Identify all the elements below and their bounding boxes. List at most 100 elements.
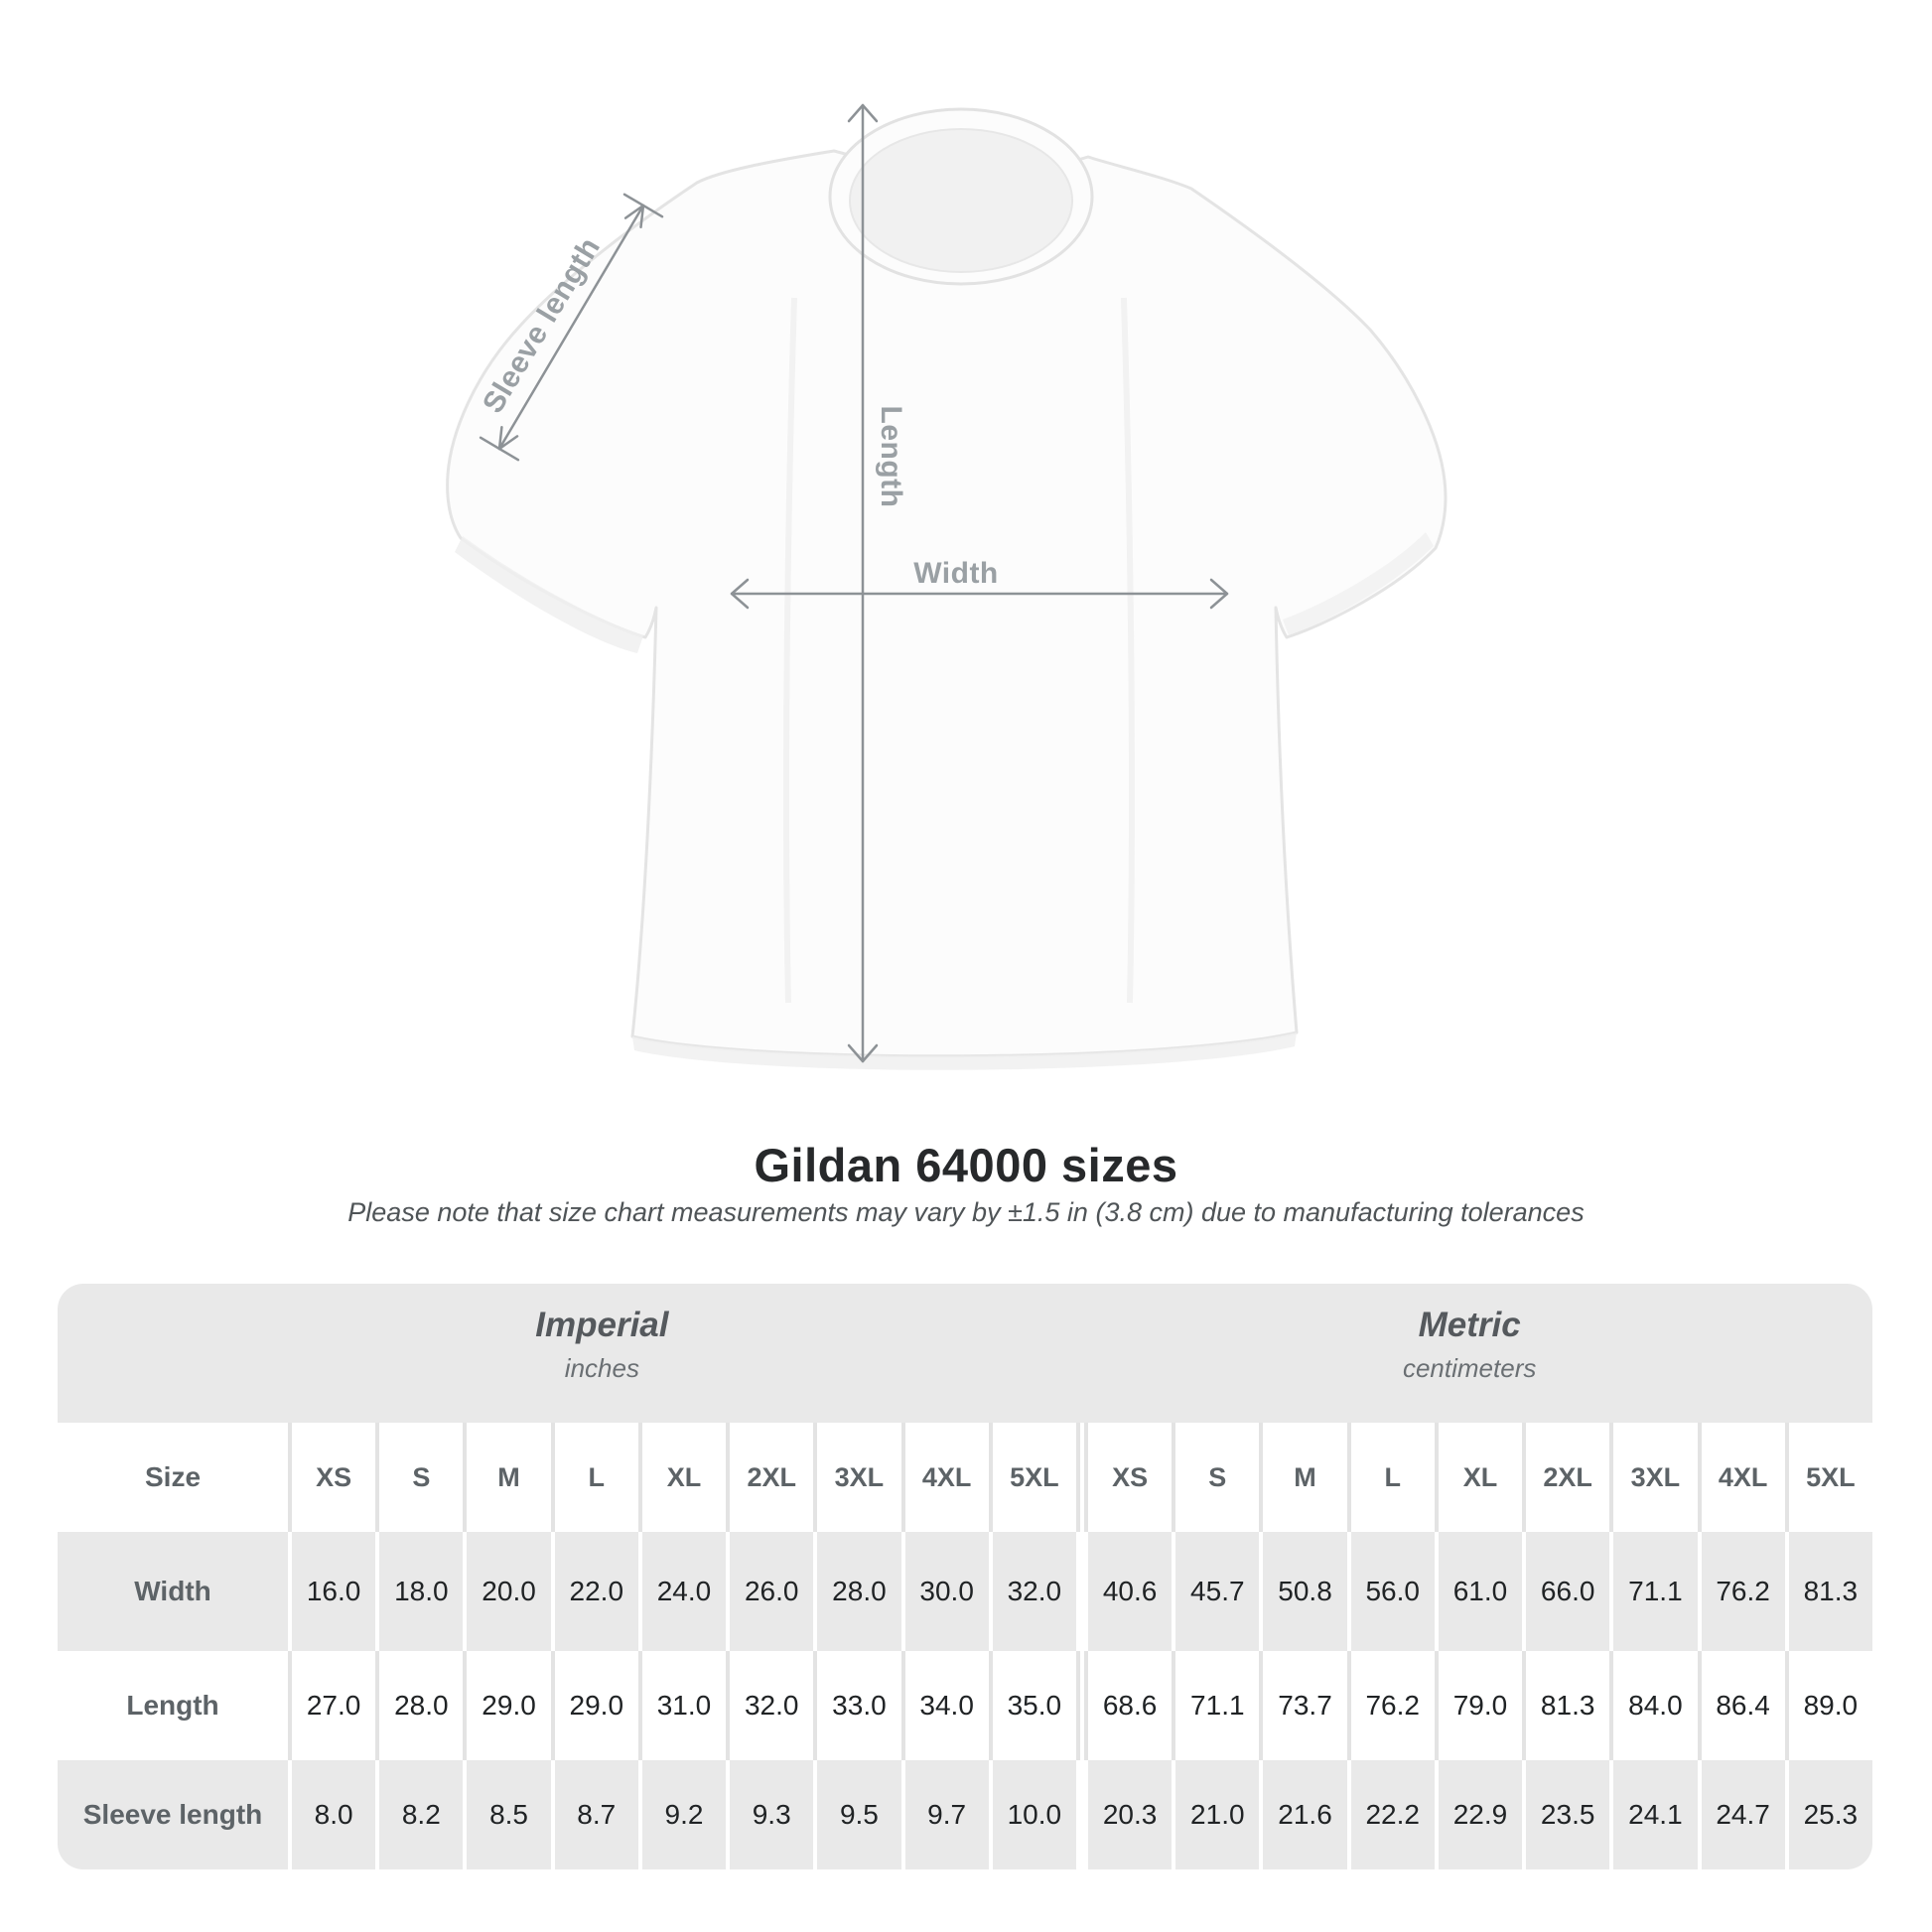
value-cell: 81.3 xyxy=(1526,1651,1610,1760)
value-cell: 18.0 xyxy=(379,1532,464,1651)
size-header-cell: 2XL xyxy=(730,1423,814,1532)
size-table: Imperial inches Metric centimeters Size X… xyxy=(58,1284,1872,1869)
size-header-cell: S xyxy=(379,1423,464,1532)
value-cell: 22.9 xyxy=(1438,1760,1523,1869)
group-divider xyxy=(1079,1760,1084,1869)
value-cell: 35.0 xyxy=(992,1651,1076,1760)
value-cell: 33.0 xyxy=(817,1651,901,1760)
value-cell: 21.0 xyxy=(1175,1760,1260,1869)
size-header-cell: 5XL xyxy=(992,1423,1076,1532)
width-label: Width xyxy=(913,557,999,590)
value-cell: 8.2 xyxy=(379,1760,464,1869)
value-cell: 40.6 xyxy=(1087,1532,1173,1651)
page-title: Gildan 64000 sizes xyxy=(754,1139,1178,1191)
metric-unit: centimeters xyxy=(1402,1353,1537,1383)
value-cell: 29.0 xyxy=(554,1651,638,1760)
value-cell: 26.0 xyxy=(730,1532,814,1651)
value-cell: 29.0 xyxy=(467,1651,551,1760)
value-cell: 73.7 xyxy=(1263,1651,1347,1760)
group-divider xyxy=(1079,1651,1084,1760)
size-header-cell: 4XL xyxy=(904,1423,989,1532)
value-cell: 8.5 xyxy=(467,1760,551,1869)
value-cell: 9.7 xyxy=(904,1760,989,1869)
size-column-label: Size xyxy=(58,1423,288,1532)
group-divider xyxy=(1079,1532,1084,1651)
table-header-row: Size XS S M L XL 2XL 3XL 4XL 5XL XS S M L XL 2XL 3XL 4XL 5… xyxy=(58,1423,1872,1532)
value-cell: 23.5 xyxy=(1526,1760,1610,1869)
value-cell: 66.0 xyxy=(1526,1532,1610,1651)
value-cell: 8.7 xyxy=(554,1760,638,1869)
value-cell: 9.5 xyxy=(817,1760,901,1869)
value-cell: 20.3 xyxy=(1087,1760,1173,1869)
value-cell: 28.0 xyxy=(817,1532,901,1651)
metric-header: Metric centimeters xyxy=(1403,1306,1536,1384)
size-header-cell: XL xyxy=(641,1423,727,1532)
value-cell: 27.0 xyxy=(292,1651,376,1760)
value-cell: 22.0 xyxy=(554,1532,638,1651)
measurement-arrows xyxy=(479,103,1229,1063)
value-cell: 81.3 xyxy=(1788,1532,1872,1651)
value-cell: 56.0 xyxy=(1350,1532,1435,1651)
sleeve-length-arrow xyxy=(479,193,664,462)
size-header-cell: XS xyxy=(1087,1423,1173,1532)
value-cell: 9.2 xyxy=(641,1760,727,1869)
length-arrow xyxy=(847,103,879,1063)
value-cell: 9.3 xyxy=(730,1760,814,1869)
table-body: Size XS S M L XL 2XL 3XL 4XL 5XL XS S M L XL 2XL 3XL 4XL 5… xyxy=(58,1423,1872,1869)
table-row: Length 27.0 28.0 29.0 29.0 31.0 32.0 33.0 34.0 35… xyxy=(58,1651,1872,1760)
size-header-cell: M xyxy=(467,1423,551,1532)
value-cell: 31.0 xyxy=(641,1651,727,1760)
size-header-cell: S xyxy=(1175,1423,1260,1532)
value-cell: 25.3 xyxy=(1788,1760,1872,1869)
value-cell: 71.1 xyxy=(1613,1532,1698,1651)
unit-banner: Imperial inches Metric centimeters xyxy=(58,1284,1872,1423)
tshirt-silhouette xyxy=(446,107,1448,1070)
size-header-cell: M xyxy=(1263,1423,1347,1532)
width-arrow xyxy=(730,578,1229,610)
size-header-cell: 2XL xyxy=(1526,1423,1610,1532)
value-cell: 71.1 xyxy=(1175,1651,1260,1760)
value-cell: 89.0 xyxy=(1788,1651,1872,1760)
value-cell: 20.0 xyxy=(467,1532,551,1651)
imperial-header: Imperial inches xyxy=(535,1306,668,1384)
value-cell: 32.0 xyxy=(992,1532,1076,1651)
group-divider xyxy=(1079,1423,1084,1532)
value-cell: 30.0 xyxy=(904,1532,989,1651)
value-cell: 86.4 xyxy=(1701,1651,1785,1760)
size-header-cell: XL xyxy=(1438,1423,1523,1532)
value-cell: 10.0 xyxy=(992,1760,1076,1869)
size-header-cell: 5XL xyxy=(1788,1423,1872,1532)
value-cell: 76.2 xyxy=(1350,1651,1435,1760)
value-cell: 28.0 xyxy=(379,1651,464,1760)
value-cell: 16.0 xyxy=(292,1532,376,1651)
size-header-cell: L xyxy=(554,1423,638,1532)
value-cell: 21.6 xyxy=(1263,1760,1347,1869)
value-cell: 68.6 xyxy=(1087,1651,1173,1760)
value-cell: 24.7 xyxy=(1701,1760,1785,1869)
imperial-unit: inches xyxy=(564,1353,639,1383)
size-header-cell: XS xyxy=(292,1423,376,1532)
row-label: Width xyxy=(58,1532,288,1651)
size-header-cell: 4XL xyxy=(1701,1423,1785,1532)
value-cell: 84.0 xyxy=(1613,1651,1698,1760)
length-label: Length xyxy=(875,405,907,508)
size-header-cell: 3XL xyxy=(817,1423,901,1532)
row-label: Length xyxy=(58,1651,288,1760)
value-cell: 34.0 xyxy=(904,1651,989,1760)
value-cell: 8.0 xyxy=(292,1760,376,1869)
metric-title: Metric xyxy=(1418,1306,1521,1344)
value-cell: 45.7 xyxy=(1175,1532,1260,1651)
value-cell: 24.0 xyxy=(641,1532,727,1651)
value-cell: 32.0 xyxy=(730,1651,814,1760)
table-row: Width 16.0 18.0 20.0 22.0 24.0 26.0 28.0 30.0 32.… xyxy=(58,1532,1872,1651)
table-row: Sleeve length 8.0 8.2 8.5 8.7 9.2 9.3 9.5 9.7 10.… xyxy=(58,1760,1872,1869)
value-cell: 50.8 xyxy=(1263,1532,1347,1651)
value-cell: 76.2 xyxy=(1701,1532,1785,1651)
value-cell: 24.1 xyxy=(1613,1760,1698,1869)
value-cell: 79.0 xyxy=(1438,1651,1523,1760)
value-cell: 61.0 xyxy=(1438,1532,1523,1651)
size-header-cell: L xyxy=(1350,1423,1435,1532)
value-cell: 22.2 xyxy=(1350,1760,1435,1869)
